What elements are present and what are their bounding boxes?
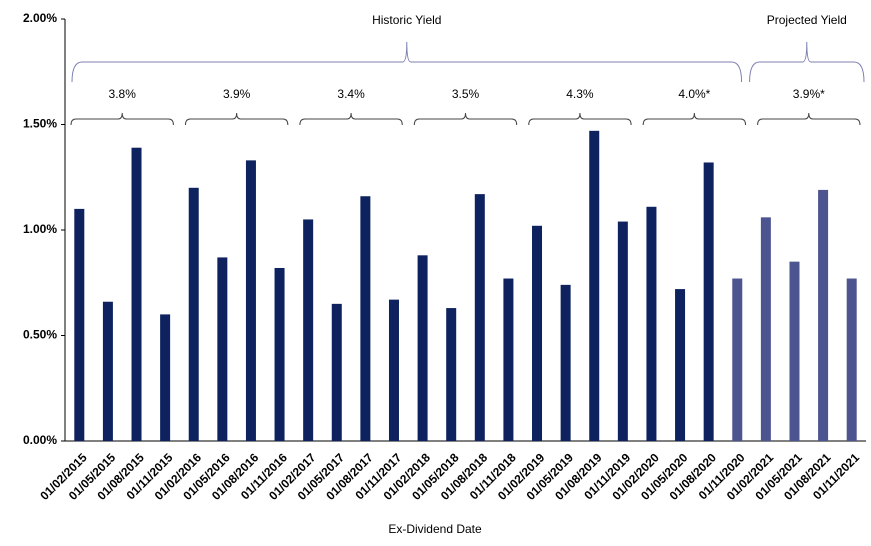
bar <box>732 278 743 441</box>
bar <box>532 225 543 441</box>
bracket <box>184 112 289 126</box>
bar <box>160 314 171 441</box>
bar <box>789 261 800 441</box>
group-yield-label: 4.0%* <box>678 87 710 101</box>
bar <box>503 278 514 441</box>
group-yield-label: 3.5% <box>452 87 480 101</box>
bar <box>360 196 371 441</box>
y-tick-label: 1.50% <box>23 117 57 131</box>
period-bracket <box>749 41 865 83</box>
bar <box>131 147 142 441</box>
x-axis-title: Ex-Dividend Date <box>388 522 482 536</box>
bar <box>74 208 85 441</box>
bar <box>818 189 829 441</box>
bracket <box>642 112 747 126</box>
bar <box>217 257 228 441</box>
bar <box>303 219 314 441</box>
bracket <box>299 112 403 126</box>
bar <box>617 221 628 441</box>
bar <box>675 289 686 441</box>
bar <box>331 303 342 441</box>
bar <box>245 160 256 441</box>
bar <box>589 130 600 441</box>
bracket <box>528 112 632 126</box>
period-title: Projected Yield <box>767 13 847 27</box>
group-yield-label: 4.3% <box>566 87 594 101</box>
y-tick-label: 0.00% <box>23 433 57 447</box>
bar <box>388 299 399 441</box>
period-title: Historic Yield <box>372 13 441 27</box>
bar <box>646 206 657 441</box>
bar <box>102 301 113 441</box>
bar <box>703 162 714 442</box>
y-tick-label: 1.00% <box>23 222 57 236</box>
y-tick-label: 0.50% <box>23 328 57 342</box>
bar <box>188 187 199 441</box>
bracket <box>413 112 518 126</box>
bar <box>760 217 771 441</box>
bracket <box>70 112 174 126</box>
y-tick-label: 2.00% <box>23 11 57 25</box>
bar <box>474 194 485 441</box>
bracket <box>757 112 861 126</box>
group-yield-label: 3.4% <box>337 87 365 101</box>
group-yield-label: 3.9%* <box>793 87 825 101</box>
bar <box>560 284 571 441</box>
bar <box>274 267 285 441</box>
bar <box>417 255 428 441</box>
group-yield-label: 3.8% <box>109 87 137 101</box>
bar <box>846 278 857 441</box>
period-bracket <box>71 41 743 83</box>
bar <box>446 308 457 441</box>
group-yield-label: 3.9% <box>223 87 251 101</box>
